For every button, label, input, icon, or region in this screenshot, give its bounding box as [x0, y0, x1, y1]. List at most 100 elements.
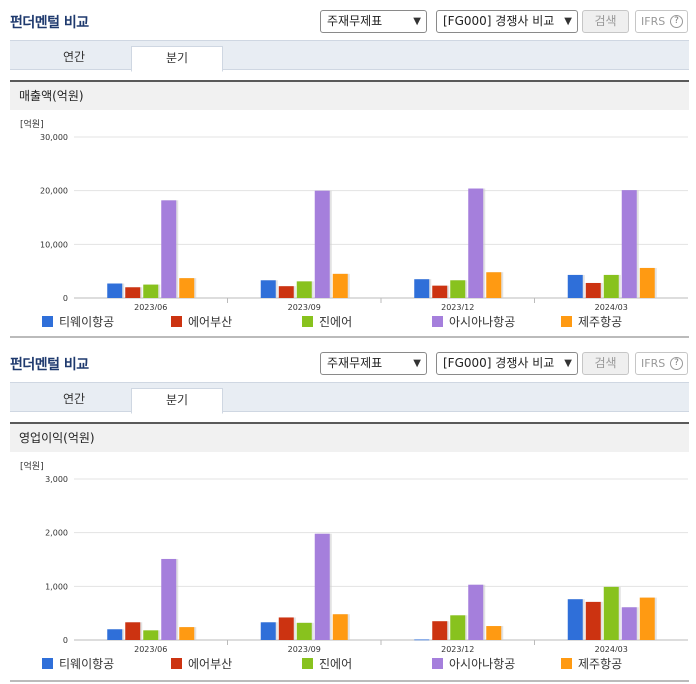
- x-tick-label: 2023/09: [288, 303, 321, 310]
- bar: [585, 282, 601, 298]
- legend-item[interactable]: 에어부산: [171, 313, 232, 330]
- panel-header: 펀더멘털 비교 주재무제표 ▼ [FG000] 경쟁사 비교 ▼ 검색 IFRS…: [0, 344, 696, 382]
- bar: [567, 274, 583, 298]
- legend-swatch: [171, 658, 182, 669]
- x-tick-label: 2023/12: [441, 645, 474, 652]
- bar: [621, 607, 637, 640]
- legend-swatch: [432, 658, 443, 669]
- legend-item[interactable]: 진에어: [302, 313, 352, 330]
- legend-item[interactable]: 아시아나항공: [432, 313, 515, 330]
- help-icon[interactable]: ?: [670, 357, 683, 370]
- unit-label: [억원]: [20, 460, 44, 472]
- bar: [332, 273, 348, 298]
- legend-swatch: [561, 316, 572, 327]
- y-tick-label: 0: [63, 294, 68, 303]
- legend-label: 진에어: [319, 315, 353, 329]
- legend-label: 아시아나항공: [449, 657, 516, 671]
- bar: [486, 626, 502, 640]
- tab-annual[interactable]: 연간: [62, 50, 86, 64]
- legend-label: 티웨이항공: [59, 315, 115, 329]
- chevron-down-icon: ▼: [564, 16, 572, 27]
- bar: [468, 188, 484, 298]
- bar: [432, 621, 448, 640]
- x-tick-label: 2023/06: [134, 303, 167, 310]
- search-button[interactable]: 검색: [582, 352, 629, 375]
- compare-group-select[interactable]: [FG000] 경쟁사 비교 ▼: [436, 352, 578, 375]
- legend-swatch: [302, 658, 313, 669]
- report-type-select[interactable]: 주재무제표 ▼: [320, 10, 427, 33]
- bar: [161, 558, 177, 640]
- ifrs-label: IFRS: [641, 15, 666, 28]
- bar: [143, 630, 159, 640]
- legend-label: 제주항공: [578, 657, 623, 671]
- bar: [639, 267, 655, 298]
- search-button[interactable]: 검색: [582, 10, 629, 33]
- x-tick-label: 2024/03: [595, 645, 628, 652]
- bar: [621, 190, 637, 298]
- bar: [161, 200, 177, 298]
- bar: [432, 285, 448, 298]
- compare-group-value: [FG000] 경쟁사 비교: [443, 14, 555, 28]
- legend-item[interactable]: 에어부산: [171, 655, 232, 672]
- legend-swatch: [42, 316, 53, 327]
- legend-label: 에어부산: [188, 315, 233, 329]
- panel-title: 펀더멘털 비교: [10, 357, 89, 373]
- legend-item[interactable]: 아시아나항공: [432, 655, 515, 672]
- y-tick-label: 30,000: [40, 133, 68, 142]
- tab-quarterly[interactable]: 분기: [131, 388, 223, 414]
- bar: [486, 272, 502, 298]
- x-tick-label: 2023/09: [288, 645, 321, 652]
- ifrs-button[interactable]: IFRS ?: [635, 352, 688, 375]
- legend-item[interactable]: 제주항공: [561, 655, 622, 672]
- period-tabs: 연간 분기: [10, 40, 689, 72]
- bar: [314, 190, 330, 298]
- ifrs-button[interactable]: IFRS ?: [635, 10, 688, 33]
- legend-label: 아시아나항공: [449, 315, 516, 329]
- bar: [179, 278, 195, 298]
- chevron-down-icon: ▼: [413, 16, 421, 27]
- help-icon[interactable]: ?: [670, 15, 683, 28]
- metric-title: 매출액(억원): [10, 80, 689, 110]
- unit-label: [억원]: [20, 118, 44, 130]
- ifrs-label: IFRS: [641, 357, 666, 370]
- bar: [468, 584, 484, 640]
- legend-label: 진에어: [319, 657, 353, 671]
- y-tick-label: 1,000: [45, 582, 68, 591]
- report-type-value: 주재무제표: [327, 356, 383, 370]
- legend-item[interactable]: 제주항공: [561, 313, 622, 330]
- bar: [125, 287, 141, 298]
- legend-item[interactable]: 진에어: [302, 655, 352, 672]
- chevron-down-icon: ▼: [564, 358, 572, 369]
- bar: [260, 622, 276, 640]
- chart-legend: 티웨이항공 에어부산 진에어 아시아나항공 제주항공: [20, 313, 696, 333]
- bar: [296, 281, 312, 298]
- x-tick-label: 2024/03: [595, 303, 628, 310]
- bar: [414, 279, 430, 298]
- bar: [639, 597, 655, 640]
- bar: [278, 286, 294, 298]
- bar: [107, 629, 123, 640]
- tab-annual[interactable]: 연간: [62, 392, 86, 406]
- panel-title: 펀더멘털 비교: [10, 15, 89, 31]
- panel-divider: [10, 336, 689, 338]
- bar: [332, 614, 348, 640]
- bar: [567, 599, 583, 640]
- chevron-down-icon: ▼: [413, 358, 421, 369]
- compare-group-select[interactable]: [FG000] 경쟁사 비교 ▼: [436, 10, 578, 33]
- operating-profit-bar-chart: [억원] 0 1,000 2,000 3,000 2023/06 2023/09 2023/1…: [20, 460, 688, 652]
- legend-swatch: [42, 658, 53, 669]
- panel-divider: [10, 680, 689, 682]
- operating-profit-chart: [억원] 0 1,000 2,000 3,000 2023/06 2023/09 2023/1…: [10, 452, 689, 682]
- chart-legend: 티웨이항공 에어부산 진에어 아시아나항공 제주항공: [20, 655, 696, 675]
- bar: [143, 284, 159, 298]
- legend-item[interactable]: 티웨이항공: [42, 313, 114, 330]
- fundamental-panel-sales: 펀더멘털 비교 주재무제표 ▼ [FG000] 경쟁사 비교 ▼ 검색 IFRS…: [0, 2, 696, 342]
- tab-quarterly[interactable]: 분기: [131, 46, 223, 72]
- bar: [585, 601, 601, 640]
- sales-bar-chart: [억원] 0 10,000 20,000 30,000 2023/06 2023/09 202…: [20, 118, 688, 310]
- y-tick-label: 3,000: [45, 475, 68, 484]
- x-tick-label: 2023/06: [134, 645, 167, 652]
- bar: [603, 274, 619, 298]
- report-type-select[interactable]: 주재무제표 ▼: [320, 352, 427, 375]
- legend-item[interactable]: 티웨이항공: [42, 655, 114, 672]
